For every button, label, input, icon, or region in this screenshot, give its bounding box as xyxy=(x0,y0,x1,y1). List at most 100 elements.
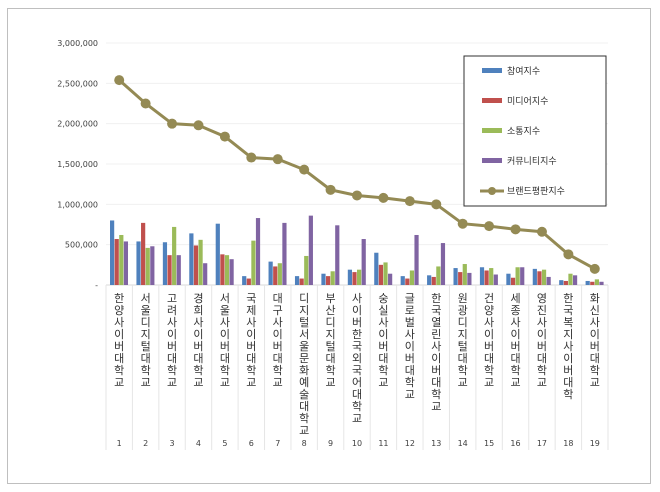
bar xyxy=(145,247,150,285)
bar xyxy=(347,269,352,285)
bar xyxy=(405,278,410,285)
bar xyxy=(484,270,489,285)
y-tick-label: 3,000,000 xyxy=(57,39,98,48)
bar xyxy=(325,276,331,285)
bar xyxy=(304,255,309,285)
bar xyxy=(458,272,463,285)
rank-label: 18 xyxy=(563,439,573,448)
line-point xyxy=(352,190,362,201)
rank-label: 9 xyxy=(328,439,333,448)
bar xyxy=(594,279,599,285)
bar xyxy=(246,278,251,285)
bar xyxy=(193,245,199,285)
rank-label: 7 xyxy=(275,439,280,448)
bar xyxy=(400,276,405,285)
legend-swatch xyxy=(482,68,502,73)
bar xyxy=(462,264,467,285)
bar xyxy=(510,277,516,285)
y-tick-label: - xyxy=(95,281,98,290)
rank-label: 8 xyxy=(302,439,307,448)
bar xyxy=(520,267,525,285)
line-point xyxy=(325,184,336,195)
y-tick-label: 2,500,000 xyxy=(57,79,98,88)
line-point xyxy=(431,199,442,210)
rank-label: 14 xyxy=(458,439,468,448)
bar xyxy=(431,276,436,285)
line-point xyxy=(510,224,521,235)
bar xyxy=(357,269,362,285)
bar xyxy=(436,266,441,285)
line-point xyxy=(299,164,310,175)
bar xyxy=(563,280,568,285)
line-point xyxy=(193,120,204,131)
bar xyxy=(229,259,234,285)
bar xyxy=(273,266,278,285)
bar xyxy=(123,241,129,285)
legend-label: 참여지수 xyxy=(507,65,540,77)
legend-swatch xyxy=(488,187,496,195)
bar xyxy=(172,226,177,285)
legend-swatch xyxy=(482,98,502,103)
bar xyxy=(167,255,172,285)
rank-label: 10 xyxy=(352,439,362,448)
bar xyxy=(541,269,547,285)
rank-label: 13 xyxy=(431,439,441,448)
bar xyxy=(479,267,485,285)
legend-label: 브랜드평판지수 xyxy=(507,186,565,197)
bar xyxy=(599,281,604,285)
bar xyxy=(383,262,388,285)
bar xyxy=(515,267,520,285)
bar xyxy=(277,263,282,285)
bar xyxy=(559,280,564,285)
bar xyxy=(189,233,194,285)
bar xyxy=(414,234,419,285)
bar xyxy=(268,261,273,285)
bar xyxy=(352,272,357,285)
line-point xyxy=(140,98,151,109)
legend-label: 미디어지수 xyxy=(507,96,548,107)
line-point xyxy=(114,75,125,86)
line-point xyxy=(589,263,600,274)
bar xyxy=(308,215,313,285)
legend-label: 커뮤니티지수 xyxy=(507,156,557,167)
line-point xyxy=(378,192,389,203)
bar xyxy=(150,246,155,285)
bar xyxy=(489,268,494,285)
bar xyxy=(114,239,119,285)
line-series xyxy=(114,75,600,274)
bar xyxy=(546,276,551,285)
rank-label: 15 xyxy=(484,439,494,448)
bar xyxy=(198,239,203,285)
bar xyxy=(224,255,230,285)
bar xyxy=(388,273,393,285)
bar xyxy=(440,243,446,285)
bar xyxy=(568,273,573,285)
bar xyxy=(374,252,379,285)
bar xyxy=(220,254,225,285)
bar xyxy=(136,241,141,285)
bar xyxy=(242,276,247,285)
legend-swatch xyxy=(482,158,502,163)
bar xyxy=(176,255,181,285)
rank-label: 4 xyxy=(196,439,201,448)
rank-label: 5 xyxy=(222,439,227,448)
line-point xyxy=(219,131,230,142)
bar xyxy=(335,225,340,285)
bar xyxy=(572,275,578,285)
y-tick-label: 2,000,000 xyxy=(57,120,98,129)
line-point xyxy=(246,152,257,163)
bar xyxy=(330,271,335,285)
rank-label: 19 xyxy=(590,439,600,448)
line-point xyxy=(167,118,178,129)
bar xyxy=(361,239,366,285)
